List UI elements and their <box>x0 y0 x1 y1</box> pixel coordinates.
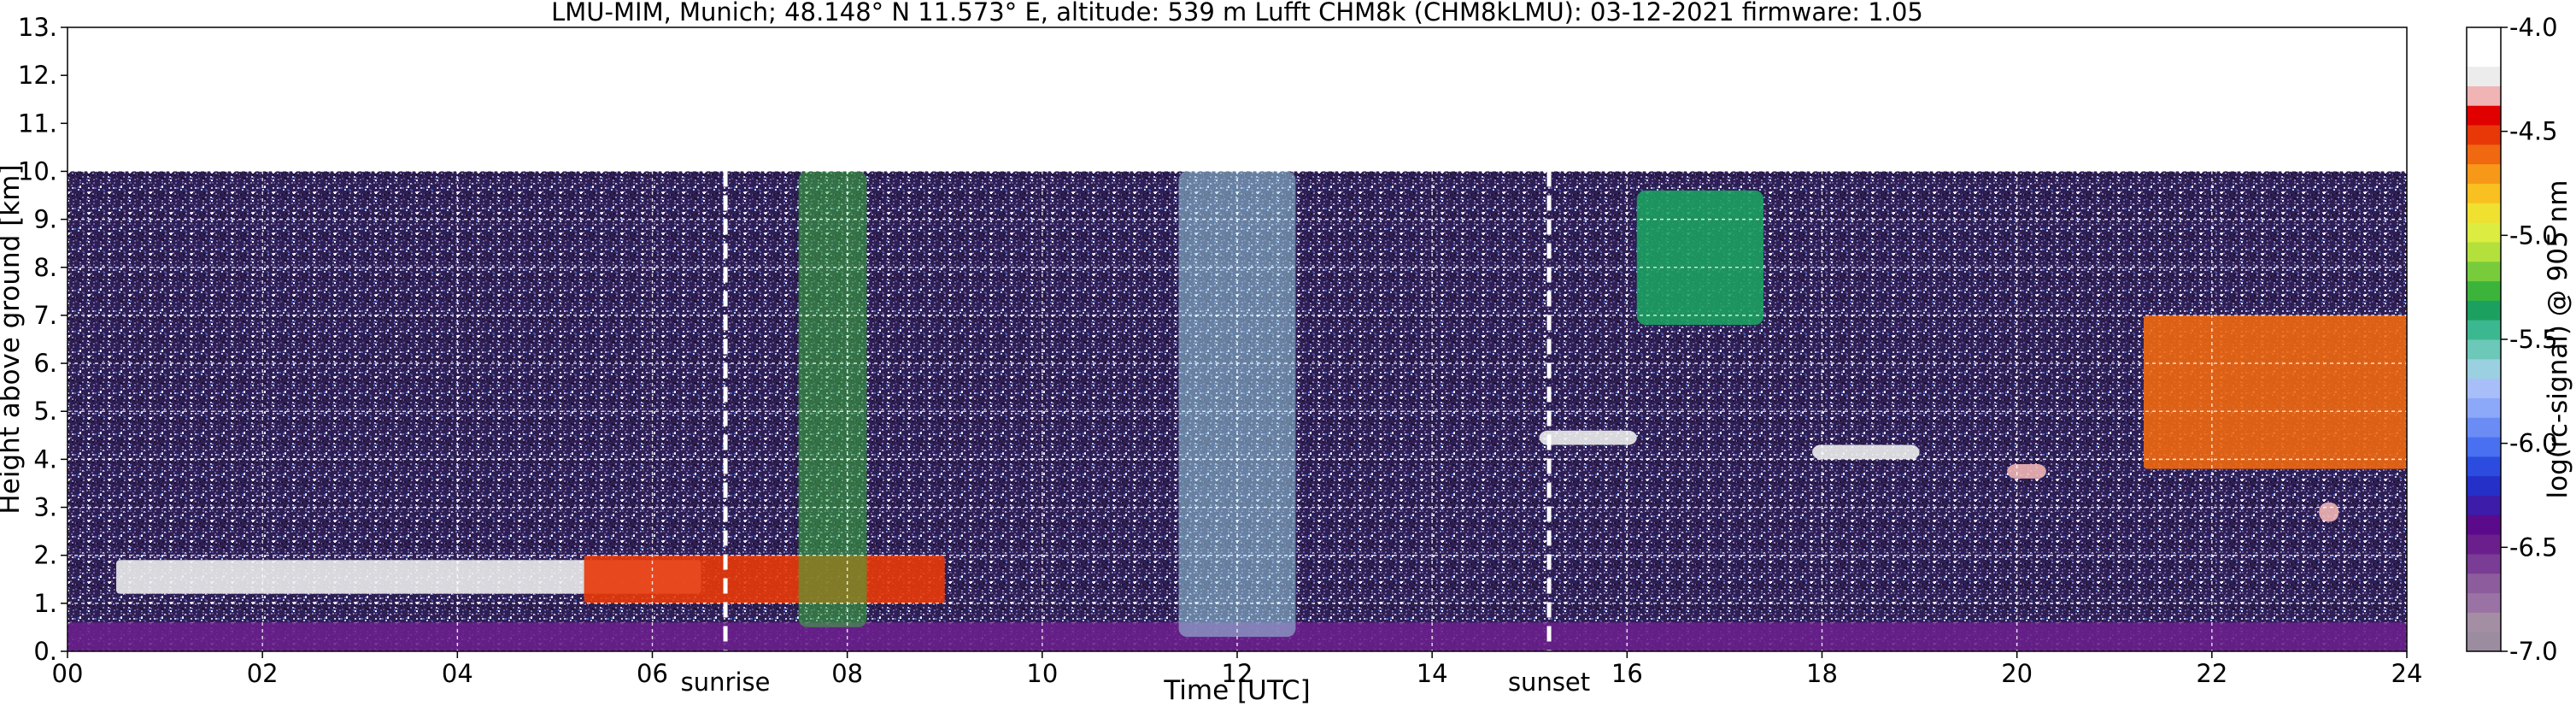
x-tick-label: 02 <box>247 659 279 688</box>
colorbar-band <box>2467 456 2501 477</box>
signal-feature <box>584 555 945 603</box>
x-tick-label: 12 <box>1222 659 1253 688</box>
colorbar-band <box>2467 397 2501 418</box>
colorbar-band <box>2467 280 2501 301</box>
colorbar-band <box>2467 534 2501 555</box>
x-tick-label: 16 <box>1611 659 1643 688</box>
colorbar-band <box>2467 222 2501 243</box>
y-tick-label: 13. <box>18 13 57 42</box>
signal-feature <box>2143 315 2407 469</box>
colorbar: -4.0 -4.5 -5.0 -5.5 -6.0 -6.5 -7.0 log(rc-sign… <box>2466 13 2573 666</box>
sun-marker-labels: sunrise sunset <box>681 668 1591 697</box>
colorbar-band <box>2467 632 2501 652</box>
marker-label-sunset: sunset <box>1508 668 1590 697</box>
colorbar-band <box>2467 241 2501 262</box>
colorbar-label: log(rc-signal) @ 905 nm <box>2543 179 2573 498</box>
colorbar-band <box>2467 144 2501 165</box>
colorbar-band <box>2467 320 2501 340</box>
colorbar-band <box>2467 183 2501 203</box>
y-axis-ticks: 0. 1. 2. 3. 4. 5. 6. 7. 8. 9. 10. 11. 12. 13. <box>18 13 67 666</box>
signal-feature <box>1539 430 1637 445</box>
colorbar-band <box>2467 553 2501 574</box>
signal-feature <box>1812 444 1920 460</box>
colorbar-band <box>2467 515 2501 535</box>
colorbar-band <box>2467 85 2501 106</box>
y-tick-label: 12. <box>18 61 57 90</box>
colorbar-band <box>2467 125 2501 145</box>
colorbar-tick-label: -6.5 <box>2509 532 2558 562</box>
colorbar-bands <box>2467 27 2501 652</box>
colorbar-band <box>2467 592 2501 613</box>
colorbar-tick-label: -4.5 <box>2509 117 2558 146</box>
x-axis-label: Time [UTC] <box>1163 675 1310 706</box>
grid-lines <box>67 27 2407 651</box>
colorbar-band <box>2467 27 2501 48</box>
colorbar-tick-label: -5.0 <box>2509 221 2558 250</box>
colorbar-band <box>2467 475 2501 496</box>
y-tick-label: 5. <box>33 397 57 426</box>
x-tick-label: 00 <box>52 659 84 688</box>
y-tick-label: 10. <box>18 156 57 185</box>
colorbar-band <box>2467 66 2501 86</box>
colorbar-tick-label: -7.0 <box>2509 637 2558 666</box>
colorbar-band <box>2467 437 2501 457</box>
y-tick-label: 1. <box>33 589 57 618</box>
colorbar-band <box>2467 417 2501 438</box>
x-tick-label: 22 <box>2196 659 2227 688</box>
y-tick-label: 6. <box>33 349 57 378</box>
y-tick-label: 8. <box>33 253 57 282</box>
colorbar-band <box>2467 495 2501 515</box>
x-tick-label: 14 <box>1417 659 1448 688</box>
marker-label-sunrise: sunrise <box>681 668 771 697</box>
x-tick-label: 08 <box>831 659 863 688</box>
y-tick-label: 4. <box>33 444 57 474</box>
x-tick-label: 06 <box>637 659 668 688</box>
y-tick-label: 0. <box>33 637 57 666</box>
colorbar-tick-label: -6.0 <box>2509 429 2558 458</box>
colorbar-band <box>2467 612 2501 632</box>
colorbar-band <box>2467 378 2501 398</box>
x-tick-label: 10 <box>1026 659 1058 688</box>
colorbar-ticks: -4.0 -4.5 -5.0 -5.5 -6.0 -6.5 -7.0 <box>2501 13 2558 666</box>
x-tick-label: 24 <box>2391 659 2423 688</box>
colorbar-band <box>2467 358 2501 379</box>
signal-feature <box>2007 464 2046 479</box>
colorbar-tick-label: -4.0 <box>2509 13 2558 42</box>
colorbar-band <box>2467 261 2501 282</box>
signal-feature <box>1636 190 1764 326</box>
x-axis-ticks: 00 02 04 06 08 10 12 14 16 18 20 22 24 <box>52 651 2423 688</box>
plot-area <box>67 27 2407 651</box>
colorbar-band <box>2467 339 2501 360</box>
colorbar-band <box>2467 163 2501 184</box>
y-tick-label: 3. <box>33 493 57 522</box>
y-tick-label: 7. <box>33 301 57 330</box>
colorbar-band <box>2467 105 2501 126</box>
colorbar-band <box>2467 300 2501 321</box>
y-axis-label: Height above ground [km] <box>0 164 26 514</box>
colorbar-band <box>2467 46 2501 68</box>
y-tick-label: 9. <box>33 205 57 234</box>
signal-feature <box>2319 502 2339 522</box>
signal-feature <box>798 171 867 627</box>
x-tick-label: 20 <box>2001 659 2033 688</box>
y-tick-label: 11. <box>18 109 57 138</box>
colorbar-band <box>2467 203 2501 223</box>
x-tick-label: 04 <box>442 659 473 688</box>
sun-markers <box>723 171 1552 651</box>
chart-title: LMU-MIM, Munich; 48.148° N 11.573° E, al… <box>551 0 1923 26</box>
x-tick-label: 18 <box>1806 659 1838 688</box>
y-tick-label: 2. <box>33 541 57 570</box>
colorbar-tick-label: -5.5 <box>2509 325 2558 354</box>
colorbar-band <box>2467 573 2501 594</box>
